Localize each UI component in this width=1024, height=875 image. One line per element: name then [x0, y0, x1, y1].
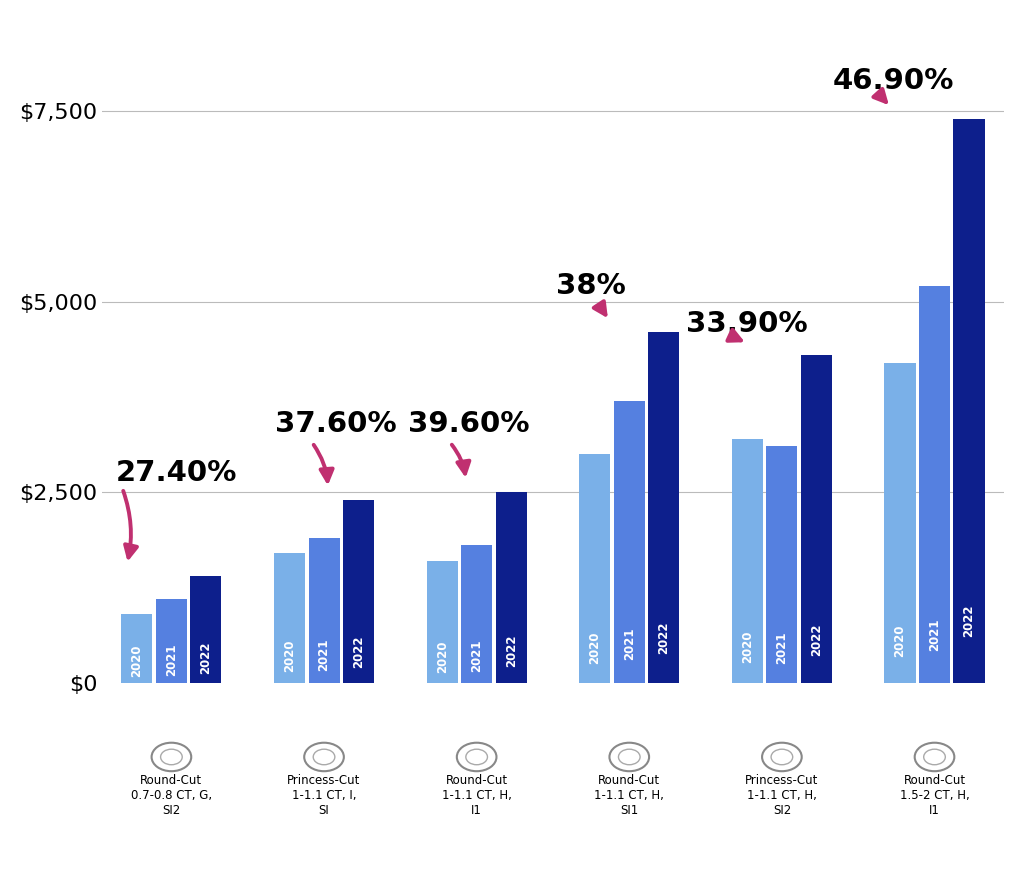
Text: Round-Cut
1-1.1 CT, H,
I1: Round-Cut 1-1.1 CT, H, I1 [441, 774, 512, 817]
Bar [732, 438, 763, 682]
Text: 2020: 2020 [588, 632, 601, 664]
Text: 2021: 2021 [623, 627, 636, 660]
Bar [580, 454, 610, 682]
Bar [427, 561, 458, 682]
Text: Round-Cut
0.7-0.8 CT, G,
SI2: Round-Cut 0.7-0.8 CT, G, SI2 [131, 774, 212, 817]
Text: 2020: 2020 [741, 631, 754, 663]
Bar [190, 576, 221, 682]
Text: 33.90%: 33.90% [686, 311, 808, 339]
Text: 46.90%: 46.90% [833, 66, 953, 94]
Text: 2021: 2021 [928, 619, 941, 651]
Text: 2021: 2021 [775, 631, 788, 663]
Text: 37.60%: 37.60% [274, 410, 396, 438]
Bar [343, 500, 374, 682]
Bar [308, 538, 340, 682]
Bar [885, 362, 915, 682]
Text: 2021: 2021 [165, 643, 178, 676]
Text: 2022: 2022 [505, 634, 518, 668]
Text: Princess-Cut
1-1.1 CT, H,
SI2: Princess-Cut 1-1.1 CT, H, SI2 [745, 774, 818, 817]
Bar [496, 492, 526, 682]
Bar [766, 446, 798, 682]
Text: 2022: 2022 [352, 635, 365, 668]
Text: 2022: 2022 [200, 641, 212, 674]
Circle shape [924, 749, 945, 765]
Text: 27.40%: 27.40% [116, 459, 237, 487]
Circle shape [466, 749, 487, 765]
Text: 2020: 2020 [283, 640, 296, 672]
Text: 39.60%: 39.60% [408, 410, 529, 438]
Text: Round-Cut
1-1.1 CT, H,
SI1: Round-Cut 1-1.1 CT, H, SI1 [594, 774, 665, 817]
Bar [122, 614, 153, 682]
Text: 2022: 2022 [657, 622, 671, 654]
Bar [801, 355, 831, 682]
Text: Round-Cut
1.5-2 CT, H,
I1: Round-Cut 1.5-2 CT, H, I1 [900, 774, 970, 817]
Circle shape [161, 749, 182, 765]
Circle shape [313, 749, 335, 765]
Text: 2022: 2022 [963, 605, 976, 637]
Text: Princess-Cut
1-1.1 CT, I,
SI: Princess-Cut 1-1.1 CT, I, SI [288, 774, 360, 817]
Bar [274, 553, 305, 682]
Bar [648, 332, 679, 682]
Text: 38%: 38% [556, 272, 626, 300]
Bar [461, 545, 493, 682]
Circle shape [771, 749, 793, 765]
Text: 2020: 2020 [435, 640, 449, 673]
Bar [613, 401, 645, 682]
Bar [919, 286, 950, 682]
Text: 2021: 2021 [317, 639, 331, 671]
Bar [156, 598, 187, 682]
Text: 2022: 2022 [810, 624, 823, 656]
Bar [953, 119, 984, 682]
Circle shape [618, 749, 640, 765]
Text: 2021: 2021 [470, 639, 483, 671]
Text: 2020: 2020 [130, 645, 143, 677]
Text: 2020: 2020 [894, 625, 906, 657]
